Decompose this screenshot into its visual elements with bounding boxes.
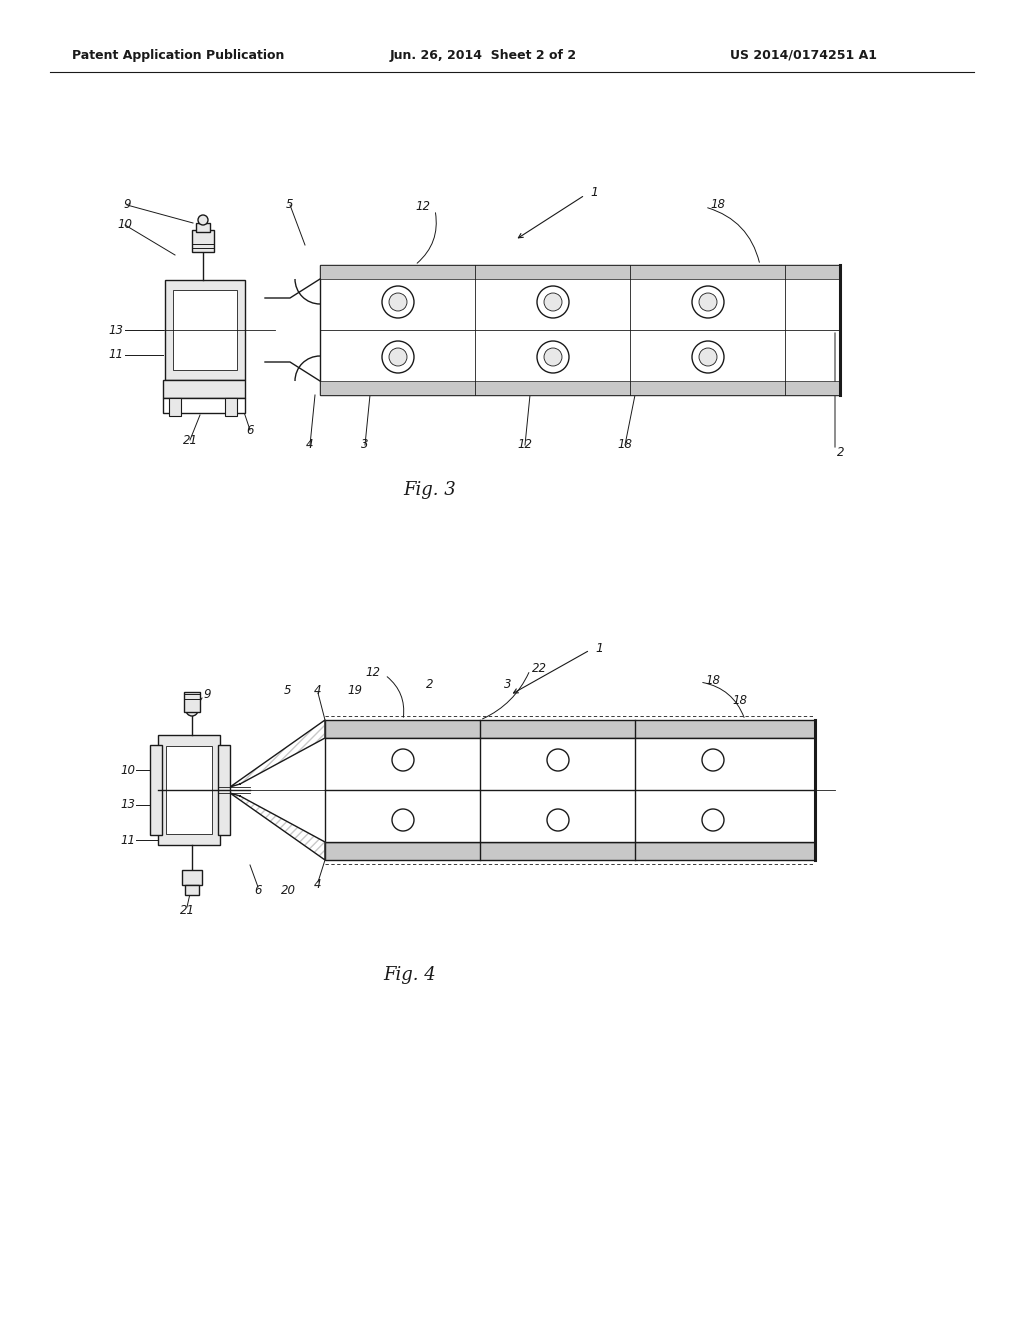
Bar	[169, 399, 181, 416]
Circle shape	[389, 293, 407, 312]
Circle shape	[702, 809, 724, 832]
Text: Jun. 26, 2014  Sheet 2 of 2: Jun. 26, 2014 Sheet 2 of 2	[390, 49, 578, 62]
Text: 4: 4	[314, 684, 322, 697]
Circle shape	[692, 286, 724, 318]
Circle shape	[537, 341, 569, 374]
Circle shape	[692, 341, 724, 374]
Circle shape	[544, 293, 562, 312]
Bar	[166, 746, 212, 834]
Bar	[184, 692, 200, 711]
Bar	[319, 265, 840, 395]
Text: 21: 21	[182, 433, 198, 446]
Circle shape	[699, 293, 717, 312]
Bar	[325, 738, 815, 842]
Circle shape	[544, 348, 562, 366]
Bar	[173, 290, 237, 370]
Bar	[182, 870, 202, 884]
Text: 1: 1	[590, 186, 598, 199]
Text: 5: 5	[285, 684, 292, 697]
Text: US 2014/0174251 A1: US 2014/0174251 A1	[730, 49, 877, 62]
Bar	[185, 884, 199, 895]
Text: 18: 18	[732, 693, 748, 706]
Bar	[158, 735, 220, 845]
Text: 12: 12	[517, 438, 532, 451]
Text: 10: 10	[118, 219, 132, 231]
Text: Fig. 4: Fig. 4	[384, 966, 436, 983]
Text: 20: 20	[281, 883, 296, 896]
Circle shape	[392, 748, 414, 771]
Circle shape	[537, 286, 569, 318]
Bar	[225, 399, 237, 416]
Text: 18: 18	[710, 198, 725, 211]
Bar	[163, 399, 245, 413]
Circle shape	[392, 809, 414, 832]
Bar	[150, 744, 162, 836]
Bar	[165, 280, 245, 380]
Text: 11: 11	[121, 833, 135, 846]
Text: 4: 4	[314, 879, 322, 891]
Circle shape	[382, 286, 414, 318]
Text: 5: 5	[287, 198, 294, 211]
Text: 6: 6	[254, 883, 262, 896]
Text: 3: 3	[504, 678, 512, 692]
Text: 21: 21	[179, 903, 195, 916]
Text: 19: 19	[347, 684, 362, 697]
Circle shape	[547, 748, 569, 771]
Bar	[163, 380, 245, 399]
Text: 9: 9	[203, 689, 211, 701]
Bar	[218, 744, 230, 836]
Polygon shape	[265, 279, 319, 381]
Text: 18: 18	[705, 673, 720, 686]
Text: 6: 6	[246, 424, 254, 437]
Circle shape	[702, 748, 724, 771]
Bar	[193, 230, 214, 252]
Text: 3: 3	[361, 438, 369, 451]
Text: Fig. 3: Fig. 3	[403, 480, 457, 499]
Text: 9: 9	[123, 198, 131, 211]
Text: Patent Application Publication: Patent Application Publication	[72, 49, 285, 62]
Text: 12: 12	[415, 201, 430, 214]
Bar	[325, 842, 815, 861]
Circle shape	[389, 348, 407, 366]
Text: 1: 1	[595, 642, 603, 655]
Text: 11: 11	[108, 348, 123, 362]
Bar	[319, 381, 840, 395]
Circle shape	[699, 348, 717, 366]
Text: 13: 13	[121, 799, 135, 812]
Polygon shape	[230, 793, 325, 861]
Circle shape	[382, 341, 414, 374]
Polygon shape	[230, 719, 325, 787]
Circle shape	[198, 215, 208, 224]
Text: 2: 2	[837, 446, 845, 459]
Bar	[319, 265, 840, 279]
Text: 2: 2	[426, 678, 434, 692]
Bar	[196, 223, 210, 232]
Text: 18: 18	[617, 438, 633, 451]
Text: 10: 10	[121, 763, 135, 776]
Text: 13: 13	[108, 323, 123, 337]
Circle shape	[547, 809, 569, 832]
Bar	[325, 719, 815, 738]
Text: 22: 22	[532, 661, 547, 675]
Text: 4: 4	[306, 438, 313, 451]
Circle shape	[186, 704, 198, 715]
Text: 12: 12	[365, 667, 380, 680]
